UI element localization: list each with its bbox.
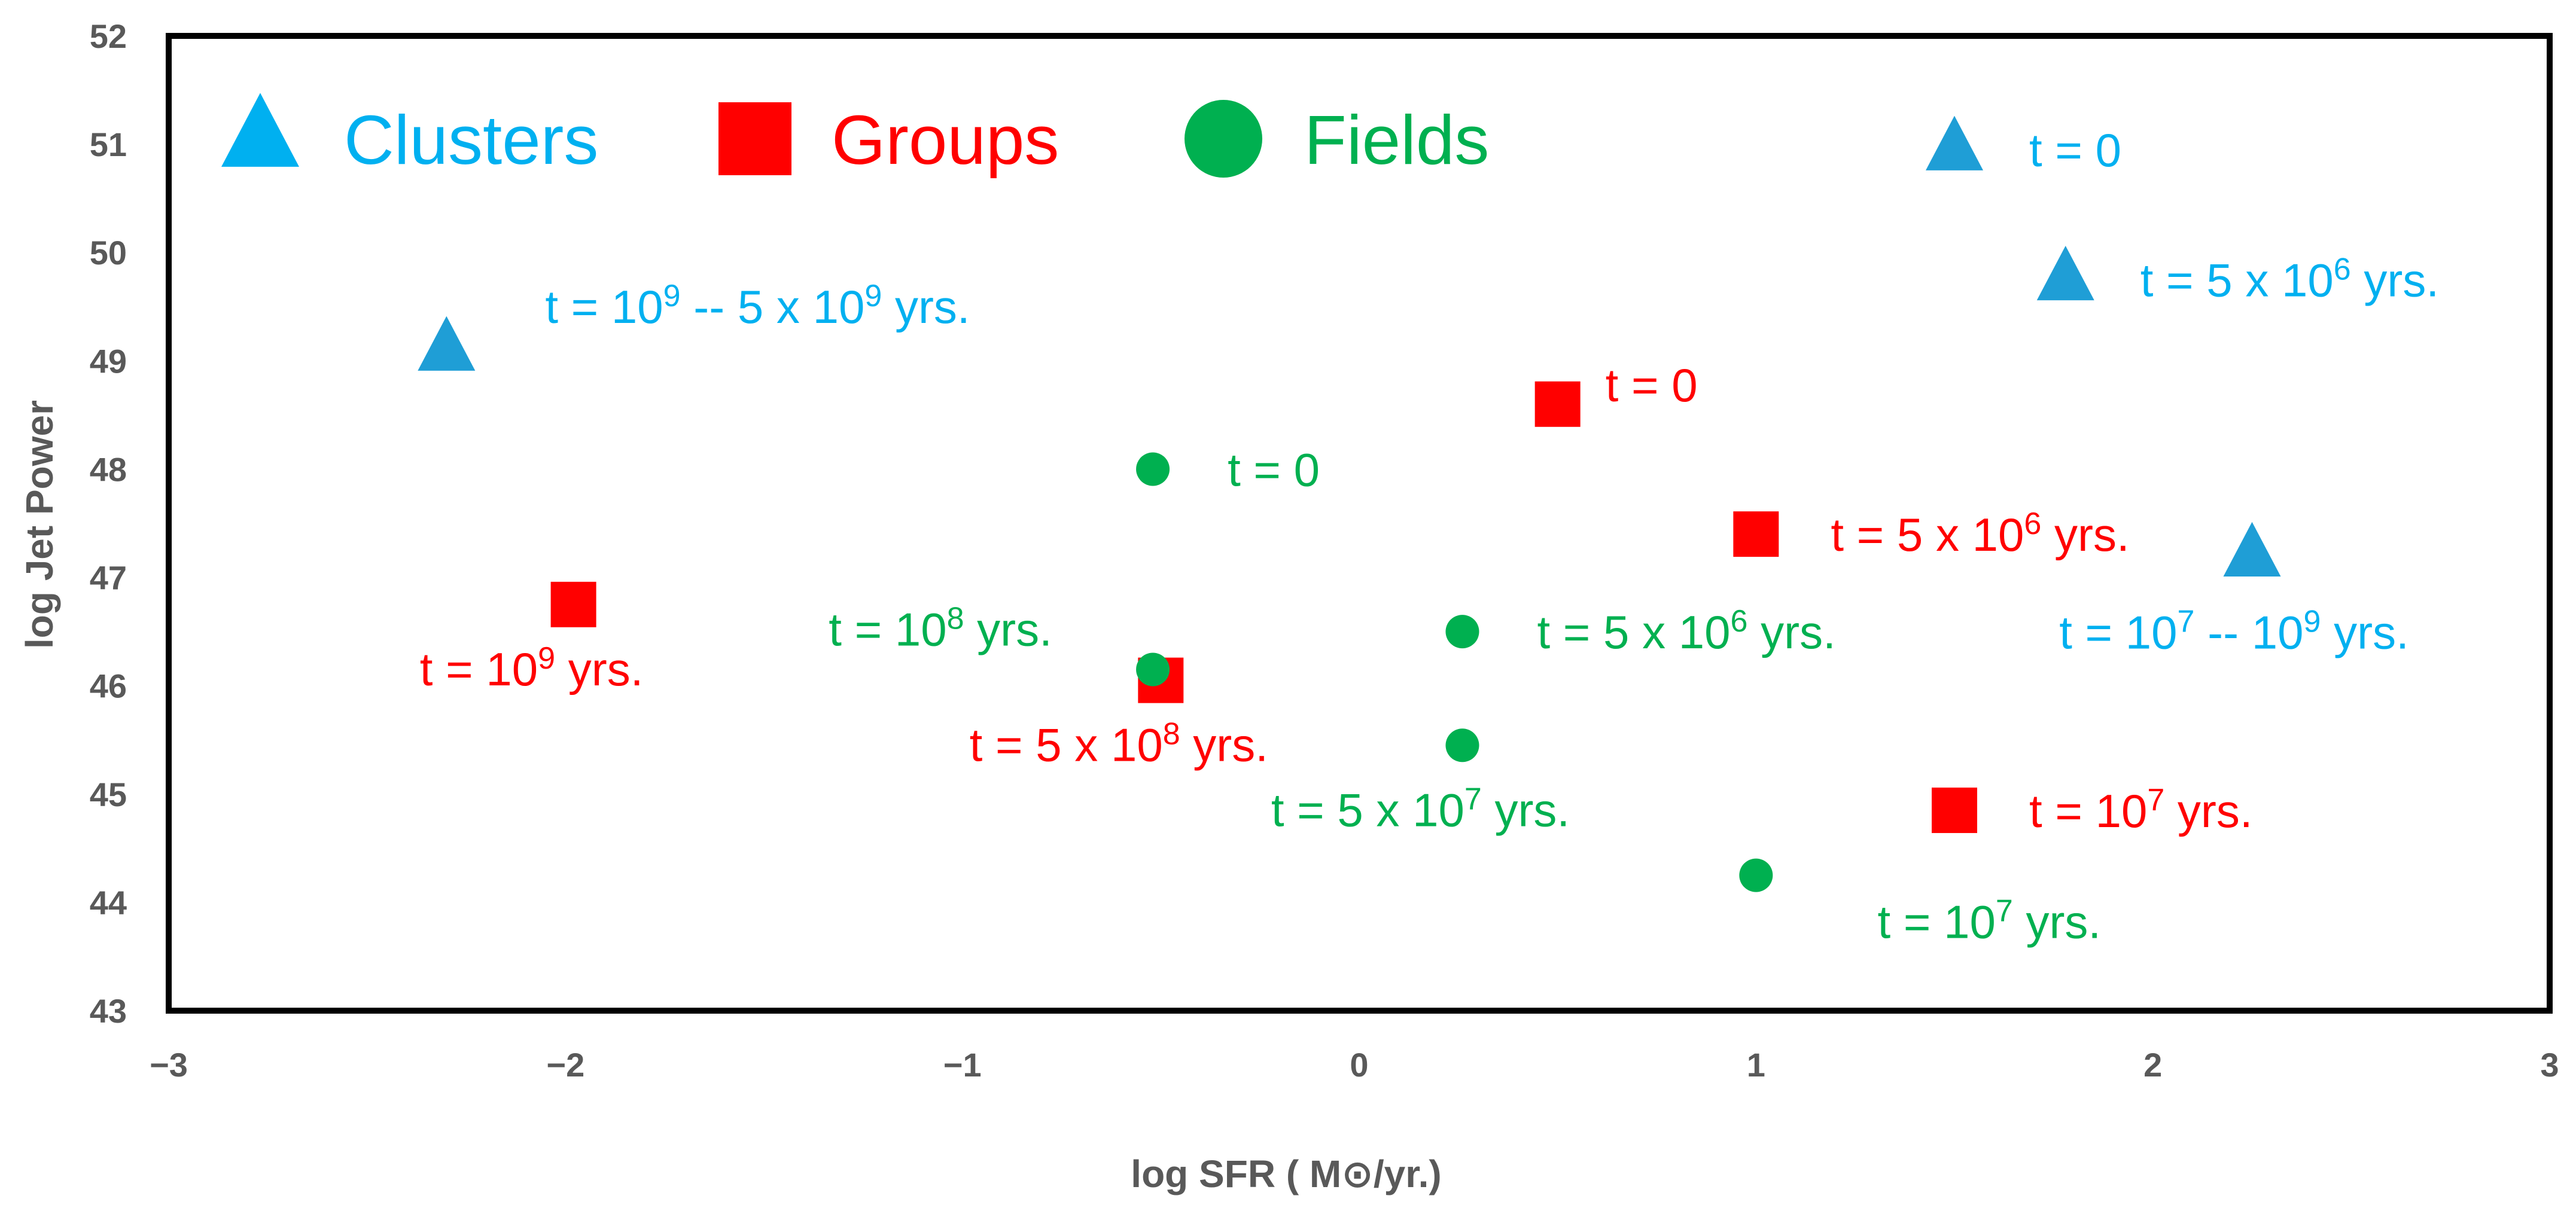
- data-point-clusters: [2036, 245, 2094, 301]
- point-label-fields: t = 107 yrs.: [1878, 894, 2102, 948]
- y-tick-label: 45: [90, 776, 127, 813]
- x-tick-label: −1: [943, 1046, 982, 1084]
- point-label-groups: t = 5 x 108 yrs.: [970, 717, 1268, 771]
- y-tick-label: 51: [90, 126, 127, 163]
- plot-frame: [166, 33, 2553, 1014]
- x-tick-label: 1: [1747, 1046, 1765, 1084]
- y-tick-label: 48: [90, 450, 127, 488]
- data-point-fields: [1136, 652, 1170, 687]
- data-point-fields: [1445, 728, 1479, 762]
- point-label-fields: t = 0: [1228, 443, 1320, 496]
- x-tick-label: 0: [1350, 1046, 1368, 1084]
- y-tick-label: 47: [90, 559, 127, 597]
- legend-label-clusters: Clusters: [344, 101, 598, 179]
- point-label-groups: t = 107 yrs.: [2029, 783, 2253, 837]
- x-tick-label: −3: [150, 1046, 188, 1084]
- point-label-fields: t = 5 x 106 yrs.: [1537, 604, 1835, 658]
- y-tick-label: 43: [90, 992, 127, 1030]
- x-tick-label: −2: [546, 1046, 584, 1084]
- legend-marker-clusters: [221, 93, 299, 167]
- point-label-groups: t = 5 x 106 yrs.: [1831, 507, 2129, 561]
- point-label-groups: t = 109 yrs.: [420, 641, 644, 696]
- point-label-fields: t = 108 yrs.: [829, 602, 1052, 656]
- x-axis-title: log SFR ( M⊙/yr.): [1131, 1152, 1441, 1195]
- legend-label-groups: Groups: [832, 101, 1059, 179]
- x-tick-label: 2: [2143, 1046, 2162, 1084]
- y-tick-label: 44: [90, 884, 127, 922]
- point-label-clusters: t = 5 x 106 yrs.: [2140, 252, 2439, 307]
- y-tick-label: 52: [90, 17, 127, 55]
- data-point-fields: [1136, 452, 1170, 486]
- data-point-groups: [1534, 381, 1581, 427]
- legend-marker-fields: [1185, 100, 1262, 178]
- data-point-fields: [1445, 615, 1479, 649]
- data-point-groups: [1932, 787, 1977, 833]
- legend-marker-groups: [718, 102, 791, 175]
- y-tick-label: 49: [90, 342, 127, 380]
- point-label-clusters: t = 107 -- 109 yrs.: [2059, 604, 2409, 658]
- x-tick-label: 3: [2540, 1046, 2559, 1084]
- data-point-clusters: [1926, 115, 1983, 170]
- data-point-clusters: [2223, 521, 2281, 577]
- y-tick-label: 50: [90, 234, 127, 272]
- point-label-fields: t = 5 x 107 yrs.: [1271, 782, 1570, 836]
- data-point-clusters: [418, 316, 476, 371]
- data-point-fields: [1739, 858, 1773, 892]
- y-tick-label: 46: [90, 667, 127, 705]
- point-label-clusters: t = 109 -- 5 x 109 yrs.: [545, 279, 970, 333]
- point-label-groups: t = 0: [1606, 359, 1698, 411]
- data-point-groups: [1733, 511, 1779, 557]
- data-point-groups: [550, 581, 596, 627]
- point-label-clusters: t = 0: [2029, 124, 2121, 176]
- legend-label-fields: Fields: [1304, 101, 1489, 179]
- y-axis-title: log Jet Power: [18, 400, 61, 649]
